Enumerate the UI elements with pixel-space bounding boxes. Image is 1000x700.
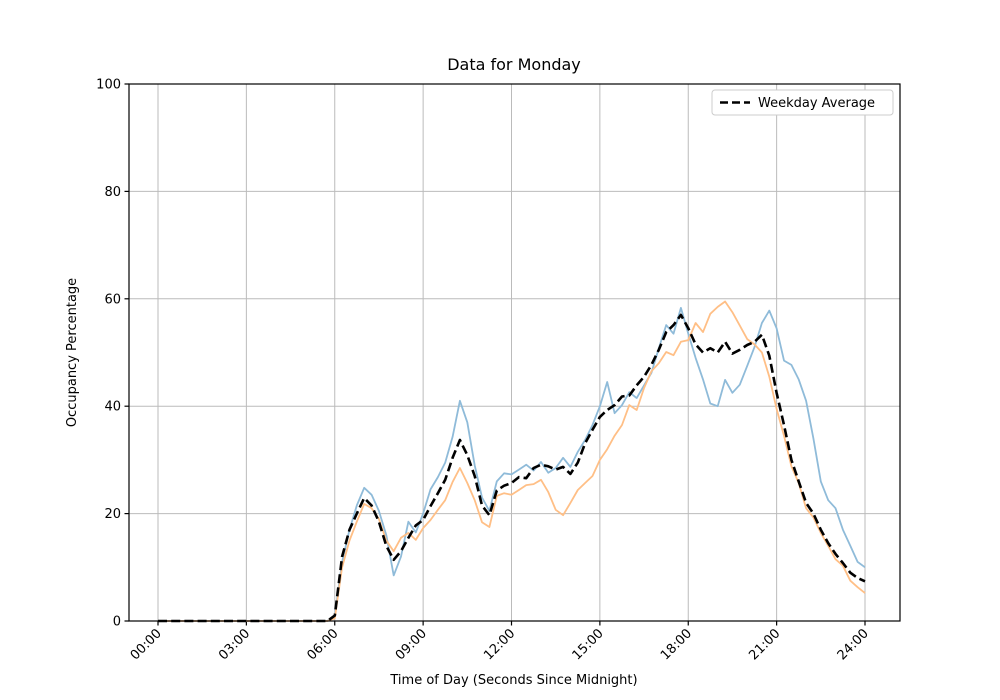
x-tick-label: 24:00 <box>835 626 872 663</box>
x-tick-label: 03:00 <box>216 626 253 663</box>
x-tick-label: 15:00 <box>570 626 607 663</box>
y-tick-label: 80 <box>104 185 121 200</box>
legend: Weekday Average <box>711 89 894 116</box>
tick-marks <box>124 83 866 626</box>
y-tick-labels: 0 20 40 60 80 100 <box>96 78 121 630</box>
x-tick-label: 21:00 <box>746 626 783 663</box>
x-tick-labels: 00:00 03:00 06:00 09:00 12:00 15:00 18:00 21:00… <box>128 626 872 663</box>
x-tick-label: 12:00 <box>481 626 518 663</box>
series-weekday-average <box>158 313 866 623</box>
y-axis-label: Occupancy Percentage <box>65 278 80 427</box>
x-axis-label: Time of Day (Seconds Since Midnight) <box>389 673 637 688</box>
y-tick-label: 0 <box>113 615 121 630</box>
axes-spines <box>128 83 901 622</box>
y-tick-label: 20 <box>104 507 121 522</box>
chart-title: Data for Monday <box>447 55 581 74</box>
y-tick-label: 100 <box>96 78 121 93</box>
x-tick-label: 09:00 <box>393 626 430 663</box>
gridlines <box>129 83 900 622</box>
legend-label: Weekday Average <box>758 96 875 111</box>
y-tick-label: 40 <box>104 400 121 415</box>
x-tick-label: 18:00 <box>658 626 695 663</box>
x-tick-label: 00:00 <box>128 626 165 663</box>
legend-box <box>711 89 894 116</box>
y-tick-label: 60 <box>104 292 121 307</box>
plot-area <box>129 84 900 621</box>
x-tick-label: 06:00 <box>304 626 341 663</box>
